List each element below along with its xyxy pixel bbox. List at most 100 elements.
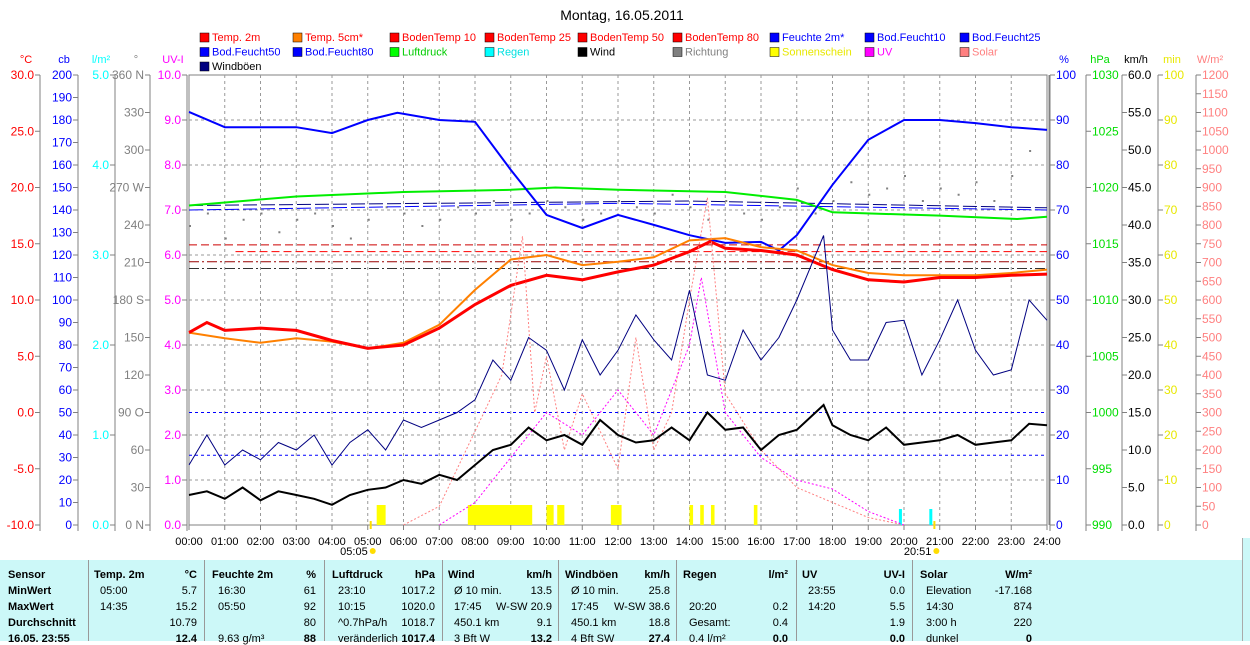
legend-swatch <box>484 32 495 43</box>
axis-unit: km/h <box>1124 54 1148 66</box>
series-bod-feucht10 <box>188 202 1048 211</box>
direction-point <box>1029 150 1032 152</box>
axis-tick-label: -10.0 <box>7 518 35 532</box>
legend-swatch <box>389 47 400 57</box>
legend-label: BodenTemp 80 <box>685 32 759 44</box>
direction-point <box>439 218 442 221</box>
axis-tick-label: 90 O <box>118 406 144 420</box>
direction-point <box>707 218 710 221</box>
axis-unit: ° <box>134 54 138 66</box>
axis-tick-label: 100 <box>1202 481 1222 495</box>
weather-chart: Montag, 16.05.2011 Temp. 2m Temp. 5cm* Bod… <box>7 7 1229 558</box>
cell-detail: 17:45 <box>571 601 599 613</box>
rain-bar <box>929 509 933 525</box>
legend-swatch <box>292 47 303 57</box>
column-separator <box>324 560 325 641</box>
axis-tick-label: 60 <box>131 443 145 457</box>
legend-swatch <box>959 32 970 43</box>
cell-value: W-SW 20.9 <box>495 601 552 613</box>
cell-value: 0.4 <box>772 617 788 629</box>
axis-tick-label: 60 <box>59 383 73 397</box>
axis-tick-label: 150 <box>52 181 72 195</box>
axis-tick-label: 950 <box>1202 162 1222 176</box>
axis-tick-label: 300 <box>1202 406 1222 420</box>
cell-value: 1017.4 <box>401 633 435 645</box>
axis-tick-label: 0.0 <box>17 406 34 420</box>
axis-tick-label: 330 <box>124 106 144 120</box>
cell-detail: 0.4 l/m² <box>689 633 726 645</box>
axis-tick-label: 60.0 <box>1128 68 1152 82</box>
legend-label: Bod.Feucht50 <box>212 47 281 59</box>
cell-value: -17.168 <box>994 585 1032 597</box>
direction-point <box>296 218 299 221</box>
cell-value: 0.0 <box>772 633 788 645</box>
sunrise-icon <box>369 548 376 554</box>
x-tick-label: 17:00 <box>783 536 811 548</box>
x-axis: 00:00 01:00 02:00 03:00 04:00 05:00 06:00 07:00… <box>175 521 1061 558</box>
axis-tick-label: 6.0 <box>164 248 181 262</box>
legend-label: Regen <box>497 47 529 59</box>
axis-tick-label: 10.0 <box>158 68 182 82</box>
axis-tick-label: 30 <box>1164 383 1178 397</box>
direction-point <box>725 200 728 202</box>
direction-point <box>904 175 906 177</box>
cell-detail: ^0.7hPa/h <box>338 617 388 629</box>
direction-point <box>832 200 835 202</box>
row-label: 16.05. 23:55 <box>8 633 70 645</box>
row-label: MaxWert <box>8 601 54 613</box>
series-solar <box>403 197 905 526</box>
cell-value: 13.5 <box>530 585 552 597</box>
x-tick-label: 20:00 <box>890 536 918 548</box>
cell-value: 874 <box>1013 601 1032 613</box>
axis-tick-label: 210 <box>124 256 144 270</box>
cell-value: 9.1 <box>536 617 552 629</box>
legend-label: Bod.Feucht80 <box>305 47 374 59</box>
legend-swatch <box>484 47 495 57</box>
axis-unit: UV-I <box>162 54 183 66</box>
axis-tick-label: 3.0 <box>164 383 181 397</box>
axis-tick-label: 180 S <box>113 293 144 307</box>
column-header: Wind <box>448 569 475 581</box>
axis-tick-label: 20 <box>1056 428 1070 442</box>
statistics-table: Sensor Temp. 2m °C Feuchte 2m% Luftdruck hPa W… <box>0 560 1242 645</box>
cell-value: 1.9 <box>889 617 905 629</box>
axis-tick-label: 90 <box>1164 113 1178 127</box>
scrollbar[interactable] <box>1242 538 1250 641</box>
axis-tick-label: 1030 <box>1092 68 1119 82</box>
legend-swatch <box>199 32 210 43</box>
axis-tick-label: 5.0 <box>1128 481 1145 495</box>
cell-detail: Ø 10 min. <box>454 585 502 597</box>
axis-tick-label: -5.0 <box>13 462 34 476</box>
axis-tick-label: 0.0 <box>92 518 109 532</box>
axis-tick-label: 70 <box>1164 203 1178 217</box>
axis-tick-label: 80 <box>1056 158 1070 172</box>
legend-swatch <box>199 47 210 57</box>
axis-tick-label: 20 <box>59 473 73 487</box>
direction-point <box>796 187 799 190</box>
column-unit: °C <box>184 569 197 581</box>
direction-point <box>189 225 191 227</box>
axis-tick-label: 750 <box>1202 237 1222 251</box>
x-tick-label: 05:00 <box>354 536 382 548</box>
x-tick-label: 18:00 <box>819 536 847 548</box>
direction-point <box>957 193 960 196</box>
legend-swatch <box>959 47 970 57</box>
axis-tick-label: 2.0 <box>92 338 109 352</box>
axis-tick-label: 10.0 <box>1128 443 1152 457</box>
axis-tick-label: 20 <box>1164 428 1178 442</box>
axis-tick-label: 1005 <box>1092 349 1119 363</box>
direction-point <box>582 218 585 221</box>
x-tick-label: 04:00 <box>318 536 346 548</box>
x-tick-label: 09:00 <box>497 536 525 548</box>
legend-swatch <box>864 47 875 57</box>
direction-point <box>421 225 424 227</box>
cell-detail: 450.1 km <box>571 617 617 629</box>
axis-tick-label: 800 <box>1202 218 1222 232</box>
sunshine-bar <box>610 505 622 525</box>
axis-tick-label: 1000 <box>1092 406 1119 420</box>
direction-point <box>564 206 567 209</box>
direction-point <box>510 218 513 221</box>
axis-tick-label: 180 <box>52 113 72 127</box>
cell-detail: 05:50 <box>218 601 246 613</box>
axis-tick-label: 70 <box>59 361 73 375</box>
